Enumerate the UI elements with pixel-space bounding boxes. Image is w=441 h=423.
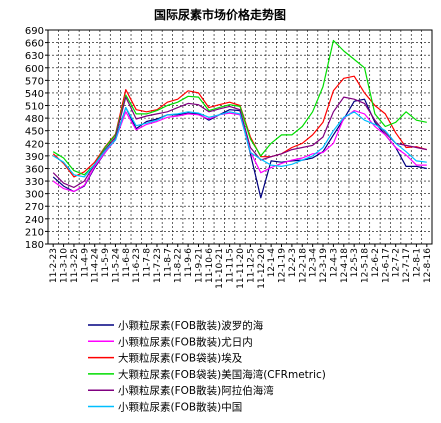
x-tick-label: 11-8-22 — [174, 248, 184, 283]
x-tick-label: 11-3-10 — [60, 248, 70, 283]
x-tick-label: 11-12-5 — [246, 248, 256, 283]
x-tick-label: 11-5-24 — [111, 248, 121, 283]
x-tick-label: 11-9-21 — [194, 248, 204, 283]
x-tick-label: 11-12-20 — [257, 248, 267, 289]
y-tick-label: 540 — [25, 89, 44, 100]
chart-title: 国际尿素市场价格走势图 — [154, 7, 286, 22]
y-tick-label: 330 — [25, 177, 44, 188]
x-tick-label: 11-2-23 — [49, 248, 59, 283]
x-tick-label: 12-8-16 — [423, 248, 433, 283]
plot-area — [47, 29, 433, 245]
x-tick-label: 12-1-4 — [267, 248, 277, 278]
legend-label-1: 小颗粒尿素(FOB散装)波罗的海 — [118, 319, 264, 332]
y-tick-label: 600 — [25, 64, 44, 75]
x-tick-label: 12-7-2 — [392, 248, 402, 277]
x-tick-label: 12-2-3 — [288, 248, 298, 277]
x-tick-label: 12-5-18 — [361, 248, 371, 283]
y-tick-label: 570 — [25, 76, 44, 87]
legend-label-5: 小颗粒尿素(FOB散装)阿拉伯海湾 — [118, 384, 274, 397]
x-tick-label: 12-4-3 — [329, 248, 339, 277]
x-tick-label: 11-6-23 — [132, 248, 142, 283]
series-line-6 — [52, 106, 427, 178]
y-tick-label: 660 — [25, 39, 44, 50]
series-line-5 — [52, 96, 427, 188]
y-tick-label: 420 — [25, 139, 44, 150]
x-tick-label: 11-4-9 — [80, 248, 90, 278]
legend-label-6: 小颗粒尿素(FOB散装)中国 — [118, 401, 242, 414]
x-tick-label: 12-2-18 — [298, 248, 308, 283]
legend-label-3: 大颗粒尿素(FOB袋装)埃及 — [118, 352, 243, 365]
x-tick-label: 11-11-20 — [236, 248, 246, 289]
x-tick-label: 12-6-17 — [381, 248, 391, 283]
y-tick-label: 480 — [25, 114, 44, 125]
legend-label-2: 小颗粒尿素(FOB散装)尤日内 — [118, 335, 253, 348]
y-tick-label: 360 — [25, 164, 44, 175]
legend-label-4: 大颗粒尿素(FOB袋装)美国海湾(CFRmetric) — [118, 368, 326, 381]
x-tick-label: 12-7-17 — [402, 248, 412, 283]
x-tick-label: 11-6-8 — [122, 248, 132, 278]
x-tick-label: 11-4-24 — [91, 248, 101, 283]
y-tick-label: 630 — [25, 51, 44, 62]
y-tick-label: 510 — [25, 102, 44, 113]
y-tick-label: 300 — [25, 190, 44, 201]
x-tick-label: 12-3-19 — [319, 248, 329, 283]
y-tick-label: 690 — [25, 26, 44, 37]
x-tick-label: 12-5-3 — [350, 248, 360, 277]
x-tick-label: 11-10-6 — [205, 248, 215, 283]
x-tick-label: 11-9-6 — [184, 248, 194, 278]
x-tick-label: 12-1-19 — [278, 248, 288, 283]
x-tick-label: 12-3-4 — [309, 248, 319, 278]
x-tick-label: 12-8-1 — [412, 248, 422, 277]
y-tick-label: 180 — [25, 240, 44, 251]
x-tick-label: 11-5-9 — [101, 248, 111, 278]
x-tick-label: 12-4-18 — [340, 248, 350, 283]
x-tick-label: 11-10-21 — [215, 248, 225, 289]
y-tick-label: 240 — [25, 215, 44, 226]
x-tick-label: 11-3-25 — [70, 248, 80, 283]
x-tick-label: 11-11-5 — [226, 248, 236, 283]
y-tick-label: 210 — [25, 227, 44, 238]
y-tick-label: 270 — [25, 202, 44, 213]
y-tick-label: 450 — [25, 127, 44, 138]
x-tick-label: 11-7-8 — [143, 248, 153, 278]
x-tick-label: 11-8-7 — [163, 248, 173, 277]
x-tick-label: 11-7-23 — [153, 248, 163, 283]
x-tick-label: 12-6-2 — [371, 248, 381, 277]
y-tick-label: 390 — [25, 152, 44, 163]
